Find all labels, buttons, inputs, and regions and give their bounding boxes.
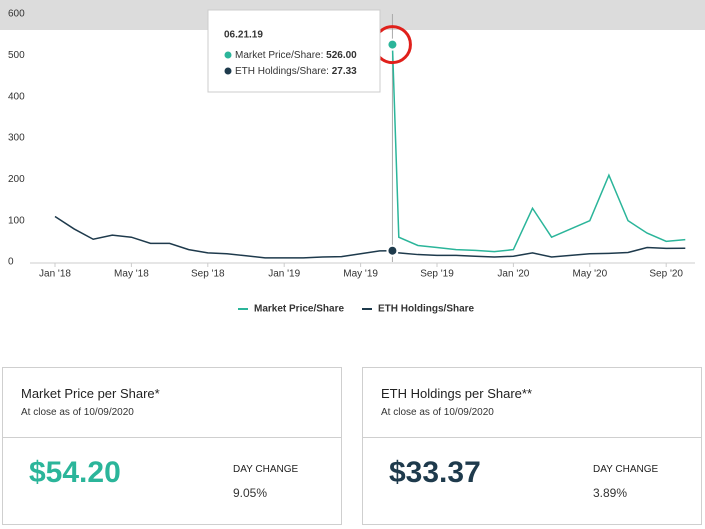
tooltip-dot	[224, 51, 232, 59]
series-line	[391, 44, 686, 253]
y-tick-label: 200	[8, 174, 25, 185]
card: Market Price per Share* At close as of 1…	[2, 367, 342, 525]
tooltip-row: Market Price/Share: 526.00	[235, 50, 357, 61]
card-value: $54.20	[29, 456, 121, 489]
y-tick-label: 100	[8, 215, 25, 226]
series-line	[54, 215, 686, 259]
chart: 0 100 200 300 400 500 600 Jan '18 May '18 Sep '18…	[0, 0, 705, 315]
change-value: 3.89%	[593, 486, 628, 500]
y-tick-label: 400	[8, 91, 25, 102]
card-value: $33.37	[389, 456, 481, 489]
card-head: ETH Holdings per Share** At close as of …	[363, 368, 701, 438]
tooltip-date: 06.21.19	[224, 30, 263, 41]
change-value: 9.05%	[233, 486, 268, 500]
x-tick-label: Sep '20	[649, 269, 683, 280]
tooltip-dot	[224, 67, 232, 75]
card-subtitle: At close as of 10/09/2020	[21, 407, 134, 418]
tooltip-label: ETH Holdings/Share:	[235, 66, 329, 77]
change-label: DAY CHANGE	[593, 464, 659, 475]
x-tick-label: Jan '19	[268, 269, 300, 280]
hover-point	[386, 38, 399, 51]
change-label: DAY CHANGE	[233, 464, 299, 475]
x-tick-label: Sep '19	[420, 269, 454, 280]
card: ETH Holdings per Share** At close as of …	[362, 367, 702, 525]
x-tick-label: May '18	[114, 269, 149, 280]
tooltip-box	[207, 9, 381, 93]
tooltip-value: 526.00	[326, 50, 357, 61]
x-tick-label: Jan '18	[39, 269, 71, 280]
card-title: Market Price per Share*	[21, 386, 160, 401]
y-tick-label: 500	[8, 50, 25, 61]
tooltip-row: ETH Holdings/Share: 27.33	[235, 66, 357, 77]
x-tick-label: May '19	[343, 269, 378, 280]
y-tick-label: 600	[8, 9, 25, 20]
card-head: Market Price per Share* At close as of 1…	[3, 368, 341, 438]
legend-label: ETH Holdings/Share	[378, 304, 475, 315]
x-tick-label: May '20	[572, 269, 607, 280]
tooltip-value: 27.33	[332, 66, 357, 77]
y-tick-label: 300	[8, 133, 25, 144]
card-subtitle: At close as of 10/09/2020	[381, 407, 494, 418]
hover-point	[386, 244, 399, 257]
tooltip-label: Market Price/Share:	[235, 50, 323, 61]
y-tick-label: 0	[8, 257, 14, 268]
x-tick-label: Jan '20	[497, 269, 529, 280]
legend-label: Market Price/Share	[254, 304, 344, 315]
card-title: ETH Holdings per Share**	[381, 386, 533, 401]
x-tick-label: Sep '18	[191, 269, 225, 280]
